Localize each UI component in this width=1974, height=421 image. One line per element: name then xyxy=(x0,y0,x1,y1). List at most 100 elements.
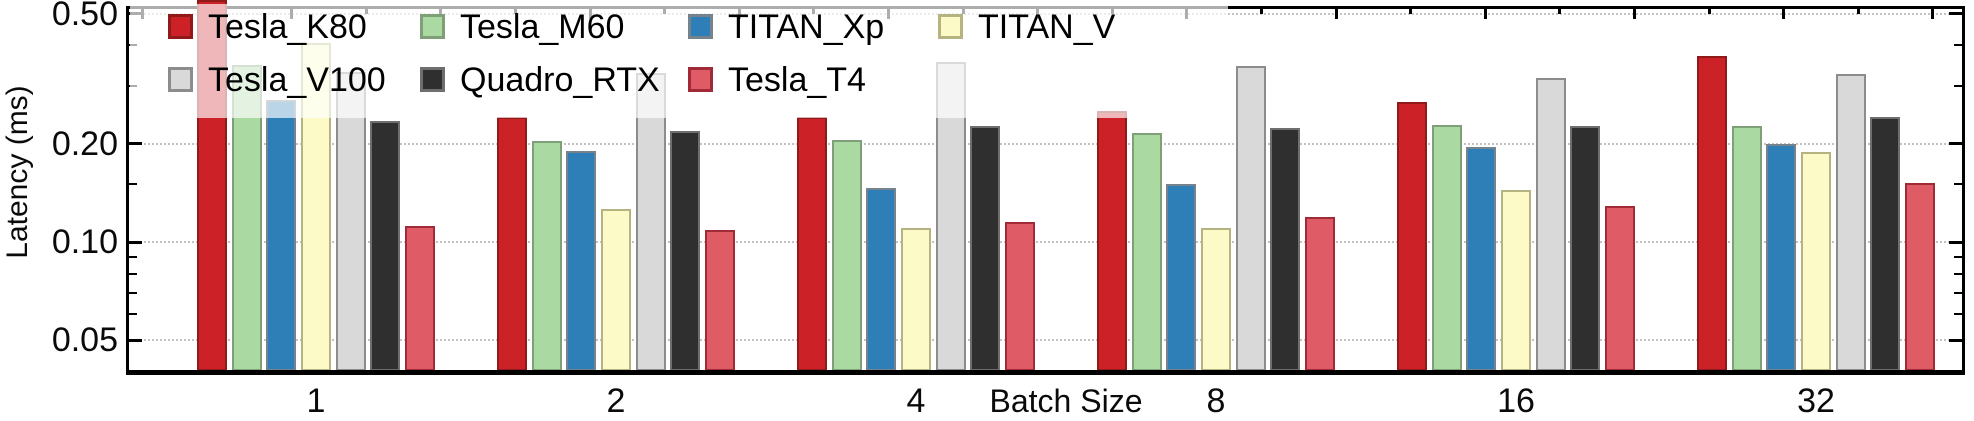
bar-tesla_t4-batch2 xyxy=(704,229,735,371)
bar-quadro_rtx-batch8 xyxy=(1270,127,1301,371)
legend-label-quadro_rtx: Quadro_RTX xyxy=(460,61,660,99)
bar-tesla_k80-batch8 xyxy=(1097,111,1128,371)
x-tick-label: 16 xyxy=(1497,382,1535,420)
y-minor-tick-right xyxy=(1954,255,1962,258)
legend-swatch-tesla_v100 xyxy=(168,67,193,92)
bar-titan_v-batch2 xyxy=(601,209,631,371)
y-minor-tick xyxy=(129,183,137,186)
y-major-tick xyxy=(129,240,142,244)
bar-tesla_m60-batch4 xyxy=(831,139,862,371)
legend-label-tesla_v100: Tesla_V100 xyxy=(208,61,386,99)
legend-swatch-titan_xp xyxy=(688,14,713,39)
bar-titan_xp-batch16 xyxy=(1466,146,1497,371)
bar-titan_v-batch8 xyxy=(1201,228,1231,371)
bar-titan_v-batch4 xyxy=(901,228,931,371)
bar-quadro_rtx-batch4 xyxy=(970,126,1001,371)
y-minor-tick xyxy=(129,255,137,258)
bar-tesla_t4-batch4 xyxy=(1004,222,1035,371)
bar-tesla_v100-batch8 xyxy=(1235,65,1266,371)
y-major-tick xyxy=(129,142,142,146)
bar-tesla_t4-batch8 xyxy=(1304,217,1335,371)
legend-swatch-tesla_t4 xyxy=(688,67,713,92)
bar-quadro_rtx-batch2 xyxy=(670,130,701,371)
x-tick-label: 1 xyxy=(306,382,326,420)
x-top-tick xyxy=(1782,6,1786,19)
legend-swatch-quadro_rtx xyxy=(420,67,445,92)
legend-label-titan_v: TITAN_V xyxy=(978,8,1116,46)
bar-tesla_k80-batch16 xyxy=(1397,101,1428,371)
legend-label-titan_xp: TITAN_Xp xyxy=(728,8,885,46)
x-top-tick xyxy=(1558,6,1562,14)
bar-tesla_k80-batch2 xyxy=(497,116,528,371)
bar-tesla_m60-batch2 xyxy=(531,140,562,371)
x-top-tick xyxy=(1856,6,1860,14)
x-tick-label: 4 xyxy=(906,382,926,420)
bar-tesla_v100-batch2 xyxy=(635,72,666,371)
y-major-tick-right xyxy=(1949,12,1962,16)
bar-tesla_t4-batch1 xyxy=(404,225,435,371)
y-major-tick xyxy=(129,338,142,342)
bar-tesla_m60-batch32 xyxy=(1731,126,1762,371)
legend-label-tesla_k80: Tesla_K80 xyxy=(208,8,367,46)
bar-tesla_k80-batch4 xyxy=(797,116,828,371)
y-minor-tick-right xyxy=(1954,272,1962,275)
y-tick-label: 0.50 xyxy=(51,0,118,33)
x-top-tick xyxy=(1707,6,1711,14)
legend-label-tesla_m60: Tesla_M60 xyxy=(460,8,625,46)
bar-tesla_v100-batch32 xyxy=(1835,73,1866,371)
bar-titan_xp-batch1 xyxy=(266,99,297,371)
bar-tesla_k80-batch32 xyxy=(1697,56,1728,371)
spine-bottom xyxy=(126,370,1965,375)
y-minor-tick xyxy=(129,313,137,316)
y-gridline xyxy=(129,241,1962,243)
legend-swatch-tesla_k80 xyxy=(168,14,193,39)
y-tick-label: 0.10 xyxy=(51,223,118,261)
x-top-tick xyxy=(1633,6,1636,19)
x-top-tick xyxy=(1483,6,1487,19)
x-top-tick xyxy=(1334,6,1338,19)
y-gridline xyxy=(129,339,1962,342)
spine-left xyxy=(126,6,129,375)
y-minor-tick-right xyxy=(1954,85,1962,88)
y-minor-tick-right xyxy=(1954,313,1962,316)
y-major-tick-right xyxy=(1949,338,1962,342)
x-top-tick xyxy=(1931,6,1935,19)
legend-background xyxy=(130,4,1228,118)
y-major-tick-right xyxy=(1949,240,1962,244)
bar-quadro_rtx-batch32 xyxy=(1870,116,1901,371)
x-tick-label: 2 xyxy=(606,382,626,420)
legend-label-tesla_t4: Tesla_T4 xyxy=(728,61,866,99)
y-axis-title: Latency (ms) xyxy=(1,85,34,259)
bar-titan_xp-batch2 xyxy=(566,150,597,371)
x-top-tick xyxy=(1409,6,1413,14)
bar-tesla_t4-batch16 xyxy=(1604,205,1635,371)
y-minor-tick-right xyxy=(1954,44,1962,47)
bar-titan_xp-batch32 xyxy=(1766,143,1797,371)
y-gridline xyxy=(129,142,1962,145)
y-minor-tick-right xyxy=(1954,291,1962,294)
y-minor-tick xyxy=(129,291,137,294)
legend-swatch-titan_v xyxy=(938,14,963,39)
legend-swatch-tesla_m60 xyxy=(420,14,445,39)
y-minor-tick xyxy=(129,272,137,275)
x-tick-label: 8 xyxy=(1206,382,1226,420)
y-minor-tick-right xyxy=(1954,183,1962,186)
bar-tesla_v100-batch16 xyxy=(1535,78,1566,371)
bar-titan_xp-batch4 xyxy=(866,188,897,371)
bar-tesla_t4-batch32 xyxy=(1904,182,1935,371)
y-tick-label: 0.05 xyxy=(51,321,118,360)
bar-tesla_v100-batch1 xyxy=(335,71,366,371)
bar-titan_v-batch32 xyxy=(1801,152,1831,371)
x-tick-label: 32 xyxy=(1797,382,1835,420)
bar-titan_xp-batch8 xyxy=(1166,183,1197,371)
bar-tesla_m60-batch16 xyxy=(1431,125,1462,371)
bar-titan_v-batch16 xyxy=(1501,190,1531,371)
x-axis-title: Batch Size xyxy=(989,383,1143,419)
spine-right xyxy=(1962,6,1965,375)
bar-quadro_rtx-batch1 xyxy=(370,121,401,371)
bar-tesla_m60-batch8 xyxy=(1131,133,1162,371)
x-top-tick xyxy=(1260,6,1263,14)
y-tick-label: 0.20 xyxy=(51,124,118,163)
y-major-tick-right xyxy=(1949,142,1962,146)
